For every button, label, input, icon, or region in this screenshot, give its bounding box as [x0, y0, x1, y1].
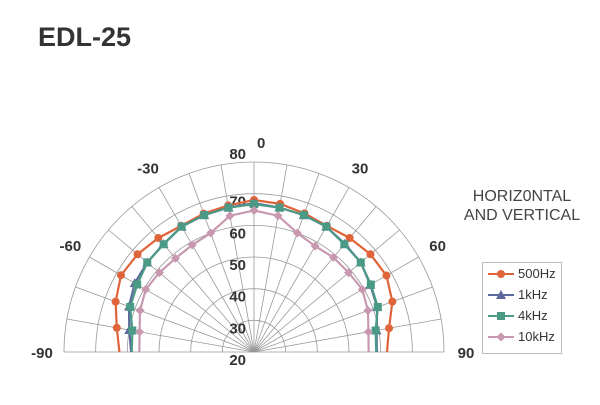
grid-spoke [253, 173, 320, 353]
legend-marker [496, 289, 506, 299]
data-point [363, 327, 373, 337]
data-point [344, 268, 354, 278]
grid-spoke [253, 256, 419, 353]
data-point [366, 280, 375, 289]
data-point [143, 258, 152, 267]
legend-label: 4kHz [518, 308, 548, 323]
angle-tick-label: 30 [352, 160, 369, 177]
data-point [126, 302, 135, 311]
chart-title: EDL-25 [38, 22, 132, 52]
legend-marker [496, 332, 506, 341]
radial-tick-label: 40 [229, 289, 246, 306]
legend-item: 4kHz [483, 305, 561, 326]
legend-marker [497, 311, 505, 320]
angle-tick-label: 60 [429, 238, 446, 255]
data-point [357, 284, 367, 294]
data-point [135, 306, 145, 316]
data-point [273, 211, 283, 221]
grid-spoke [253, 164, 288, 353]
legend-label: 500Hz [518, 266, 556, 281]
data-point [249, 205, 259, 215]
data-point [133, 250, 142, 259]
data-point [371, 326, 380, 335]
legend: 500Hz 1kHz 4kHz 10kHz [482, 262, 562, 354]
grid-spoke [89, 256, 255, 353]
grid-spoke [188, 173, 255, 353]
data-point [200, 211, 209, 220]
data-point [133, 280, 142, 289]
radial-tick-label: 20 [229, 352, 246, 369]
data-point [310, 241, 320, 251]
radial-tick-label: 50 [229, 257, 246, 274]
series-10kHz [135, 205, 373, 353]
legend-marker [497, 269, 505, 278]
legend-item: 10kHz [483, 326, 561, 347]
legend-swatch [488, 332, 514, 341]
data-point [128, 326, 137, 335]
data-point [363, 306, 373, 316]
grid-spoke [158, 187, 255, 353]
data-point [322, 222, 331, 231]
data-point [275, 203, 284, 212]
legend-swatch [488, 311, 514, 320]
angle-tick-label: -90 [31, 345, 53, 362]
legend-item: 1kHz [483, 284, 561, 305]
data-point [135, 327, 145, 337]
data-point [225, 211, 235, 221]
data-point [356, 258, 365, 267]
grid-spoke [108, 229, 255, 353]
data-point [206, 228, 216, 238]
grid-spoke [253, 229, 400, 353]
angle-tick-label: -60 [60, 238, 82, 255]
legend-label: 1kHz [518, 287, 548, 302]
data-point [299, 211, 308, 220]
grid-spoke [253, 206, 377, 353]
data-point [111, 297, 120, 306]
data-point [366, 250, 375, 259]
legend-swatch [488, 289, 514, 299]
data-point [170, 253, 180, 263]
data-point [328, 252, 338, 262]
legend-title: HORIZ0NTAL AND VERTICAL [463, 188, 581, 224]
grid-spoke [253, 187, 350, 353]
data-point [250, 200, 258, 209]
data-point [373, 302, 382, 311]
data-point [154, 268, 164, 278]
grid-spoke [253, 286, 433, 353]
data-point [116, 271, 125, 280]
data-point [388, 297, 397, 306]
radial-tick-label: 80 [229, 146, 246, 163]
legend-item: 500Hz [483, 263, 561, 284]
grid-spoke [75, 286, 255, 353]
data-point [340, 240, 349, 249]
data-point [187, 240, 197, 250]
data-point [292, 228, 302, 238]
legend-label: 10kHz [518, 329, 555, 344]
data-point [141, 284, 151, 294]
angle-tick-label: 90 [458, 345, 475, 362]
legend-swatch [488, 269, 514, 278]
data-point [112, 323, 121, 332]
data-point [159, 240, 168, 249]
data-point [385, 324, 394, 333]
angle-tick-label: 0 [257, 135, 265, 152]
radial-tick-label: 30 [229, 320, 246, 337]
grid-spoke [220, 164, 255, 353]
data-point [177, 222, 186, 231]
data-point [154, 233, 163, 242]
data-point [382, 271, 391, 280]
data-point [224, 203, 233, 212]
grid-spoke [131, 206, 255, 353]
radial-tick-label: 60 [229, 225, 246, 242]
angle-tick-label: -30 [137, 160, 159, 177]
grid-spoke [66, 318, 255, 353]
grid-spoke [253, 318, 442, 353]
series-4kHz [126, 200, 382, 353]
data-point [345, 233, 354, 242]
